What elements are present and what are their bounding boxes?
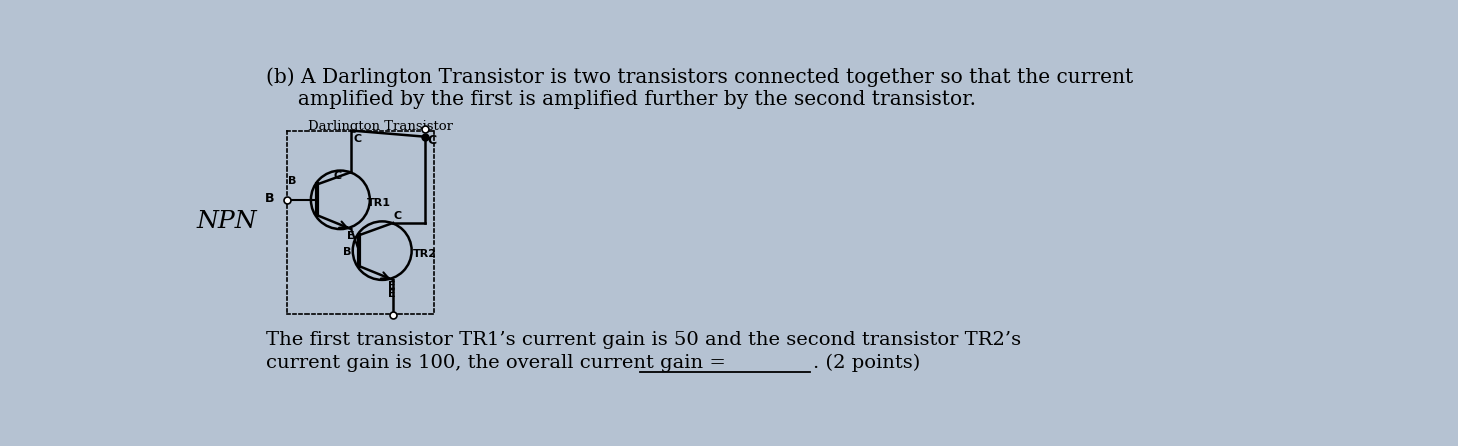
Text: C: C bbox=[394, 211, 401, 221]
Text: E: E bbox=[388, 289, 397, 299]
Text: amplified by the first is amplified further by the second transistor.: amplified by the first is amplified furt… bbox=[265, 91, 975, 109]
Text: TR2: TR2 bbox=[413, 249, 436, 259]
Text: B: B bbox=[343, 247, 351, 257]
Text: . (2 points): . (2 points) bbox=[814, 354, 920, 372]
Text: current gain is 100, the overall current gain =: current gain is 100, the overall current… bbox=[265, 354, 726, 372]
Text: C: C bbox=[353, 134, 362, 145]
Text: C: C bbox=[427, 134, 436, 147]
Text: B: B bbox=[289, 176, 297, 186]
Text: B: B bbox=[265, 192, 274, 205]
Text: The first transistor TR1’s current gain is 50 and the second transistor TR2’s: The first transistor TR1’s current gain … bbox=[265, 331, 1021, 349]
Text: E: E bbox=[347, 231, 354, 241]
Text: E: E bbox=[388, 281, 397, 291]
Text: NPN: NPN bbox=[197, 210, 258, 233]
Text: C: C bbox=[334, 170, 341, 181]
Text: (b) A Darlington Transistor is two transistors connected together so that the cu: (b) A Darlington Transistor is two trans… bbox=[265, 67, 1133, 87]
Text: Darlington Transistor: Darlington Transistor bbox=[308, 120, 453, 133]
Text: TR1: TR1 bbox=[367, 198, 391, 208]
